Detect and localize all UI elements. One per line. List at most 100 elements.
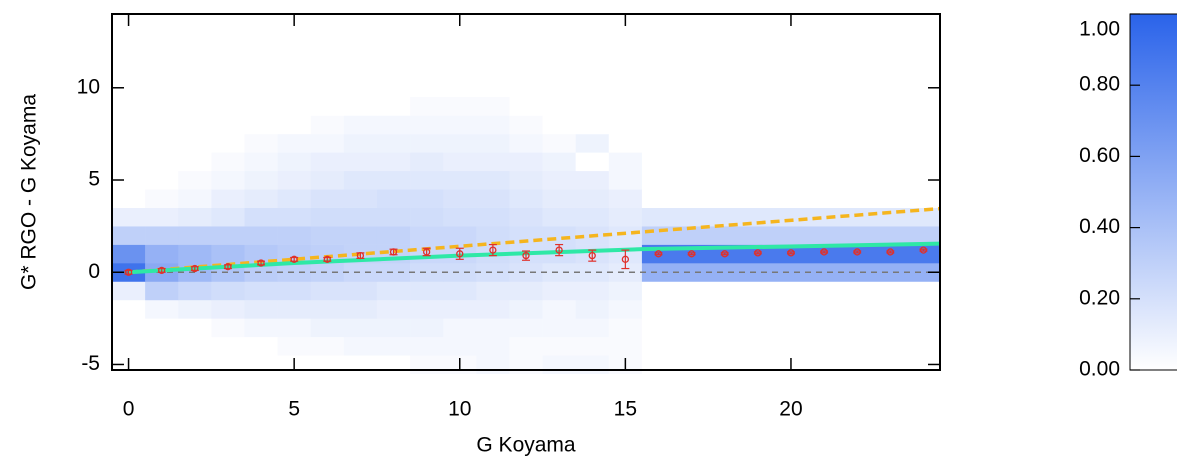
heatmap-cell <box>343 226 378 245</box>
heatmap-cell <box>244 244 278 264</box>
colorbar-tick-label: 1.00 <box>1079 18 1120 41</box>
heatmap-cell <box>410 133 444 153</box>
heatmap-cell <box>310 170 345 190</box>
heatmap-cell <box>641 336 941 356</box>
heatmap-cell <box>112 133 146 153</box>
heatmap-cell <box>376 189 411 208</box>
heatmap-cell <box>542 133 576 153</box>
heatmap-cell <box>145 299 179 319</box>
heatmap-cell <box>509 133 543 153</box>
heatmap-cell <box>244 152 278 172</box>
heatmap-cell <box>476 226 510 245</box>
heatmap-cell <box>542 336 576 356</box>
heatmap-cell <box>211 226 245 245</box>
heatmap-cell <box>277 207 312 227</box>
colorbar-tick-label: 0.40 <box>1079 215 1120 238</box>
heatmap-cell <box>542 97 576 116</box>
heatmap-cell <box>310 299 345 319</box>
heatmap-cell <box>310 115 345 135</box>
heatmap-cell <box>476 115 510 135</box>
heatmap-cell <box>476 336 510 356</box>
heatmap-cell <box>410 207 444 227</box>
heatmap-cell <box>178 355 212 374</box>
heatmap-cell <box>509 115 543 135</box>
heatmap-cell <box>509 189 543 208</box>
heatmap-cell <box>310 281 345 301</box>
heatmap-cell <box>277 115 312 135</box>
y-tick-label: 5 <box>88 168 100 191</box>
heatmap-cell <box>608 115 643 135</box>
heatmap-cell <box>509 97 543 116</box>
heatmap-cell <box>476 263 510 282</box>
point <box>588 251 596 260</box>
heatmap-cell <box>343 133 378 153</box>
heatmap-cell <box>145 133 179 153</box>
point <box>124 268 133 276</box>
heatmap-cell <box>476 133 510 153</box>
heatmap-cell <box>410 189 444 208</box>
heatmap-cell <box>277 299 312 319</box>
heatmap-cell <box>244 226 278 245</box>
heatmap-cell <box>608 207 643 227</box>
heatmap-cell <box>443 281 477 301</box>
heatmap-cell <box>542 318 576 338</box>
heatmap-cell <box>443 170 477 190</box>
heatmap-cell <box>178 244 212 264</box>
heatmap-cell <box>608 336 643 356</box>
heatmap-cell <box>509 355 543 374</box>
heatmap-cell <box>443 152 477 172</box>
heatmap-cell <box>509 263 543 282</box>
heatmap-cell <box>376 133 411 153</box>
heatmap-cell <box>641 263 941 282</box>
heatmap-cell <box>112 207 146 227</box>
heatmap-cell <box>575 97 610 116</box>
heatmap-cell <box>509 318 543 338</box>
heatmap-cell <box>277 336 312 356</box>
heatmap-cell <box>476 299 510 319</box>
heatmap-cell <box>310 133 345 153</box>
plot-frame <box>111 13 941 371</box>
heatmap-cell <box>410 336 444 356</box>
heatmap-cell <box>641 318 941 338</box>
heatmap-cell <box>542 170 576 190</box>
heatmap-cell <box>476 170 510 190</box>
heatmap-cell <box>608 152 643 172</box>
heatmap-cell <box>476 207 510 227</box>
heatmap-cell <box>509 152 543 172</box>
heatmap-cell <box>542 281 576 301</box>
heatmap-cell <box>112 244 146 264</box>
heatmap-cell <box>178 152 212 172</box>
heatmap-cell <box>410 355 444 374</box>
heatmap-cell <box>608 133 643 153</box>
heatmap-cell <box>310 263 345 282</box>
heatmap-cell <box>641 226 941 245</box>
heatmap-cell <box>443 336 477 356</box>
point <box>489 246 497 254</box>
heatmap-cell <box>244 133 278 153</box>
heatmap-cell <box>211 355 245 374</box>
heatmap-cell <box>509 336 543 356</box>
line <box>128 206 941 274</box>
heatmap-cell <box>310 189 345 208</box>
x-axis-label: G Koyama <box>476 434 576 457</box>
heatmap-cell <box>343 170 378 190</box>
heatmap-cell <box>211 97 245 116</box>
heatmap-cell <box>145 355 179 374</box>
heatmap-cell <box>211 336 245 356</box>
heatmap-cell <box>244 355 278 374</box>
heatmap-cell <box>443 189 477 208</box>
heatmap-cell <box>178 299 212 319</box>
heatmap-cell <box>608 189 643 208</box>
heatmap-cell <box>244 170 278 190</box>
heatmap-cell <box>410 299 444 319</box>
heatmap-cell <box>343 355 378 374</box>
heatmap-cell <box>310 226 345 245</box>
heatmap-cell <box>211 115 245 135</box>
heatmap-cell <box>145 189 179 208</box>
heatmap-cell <box>244 189 278 208</box>
heatmap-cell <box>575 318 610 338</box>
heatmap-cell <box>178 226 212 245</box>
x-tick-label: 20 <box>779 398 802 421</box>
heatmap-cell <box>244 97 278 116</box>
